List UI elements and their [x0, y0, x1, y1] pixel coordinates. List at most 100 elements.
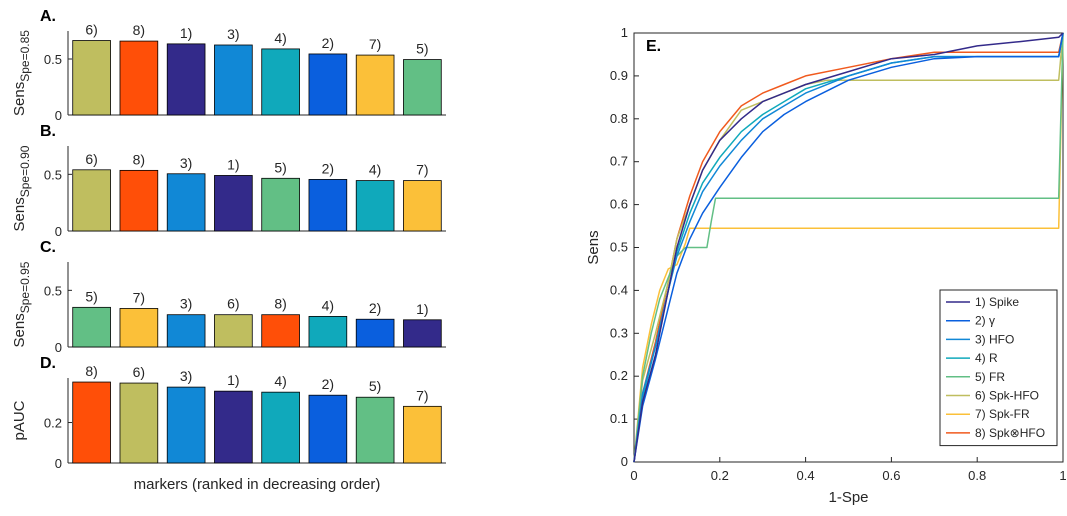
bar-rank-label: 8)	[274, 296, 286, 312]
bar-rank-label: 4)	[274, 30, 286, 46]
legend-entry: 1) Spike	[975, 295, 1019, 309]
bar	[214, 390, 253, 464]
legend-entry: 4) R	[975, 351, 998, 365]
bar	[166, 314, 206, 348]
y-tick-label: 0.2	[44, 416, 62, 431]
x-tick-label: 0.6	[882, 468, 900, 483]
panel-label: C.	[40, 239, 56, 256]
bar	[119, 382, 159, 464]
roc-curves	[633, 32, 1064, 463]
bar-rank-label: 7)	[369, 36, 381, 52]
bar-rank-label: 1)	[416, 301, 428, 317]
bar-rank-label: 6)	[133, 364, 145, 380]
roc-curve-line	[633, 32, 1064, 463]
bar	[355, 318, 395, 348]
y-tick-label: 0	[55, 224, 62, 239]
bar	[355, 180, 395, 232]
bar-rank-label: 4)	[274, 373, 286, 389]
bar-rank-label: 2)	[322, 160, 334, 176]
roc-curve-line	[633, 32, 1064, 463]
bar	[214, 44, 253, 116]
y-tick-label: 0.5	[44, 52, 62, 67]
bar-rank-label: 5)	[85, 288, 97, 304]
bar	[166, 386, 206, 464]
x-tick-label: 0	[630, 468, 637, 483]
y-tick-label: 0.3	[610, 325, 628, 340]
bar-rank-label: 5)	[416, 41, 428, 57]
bar	[261, 314, 300, 348]
bar-panel-a: 0 0.5 6) 8) 1) 3) 4) 2) 7) 5) A. SensSpe=0.85	[11, 8, 446, 123]
bar	[214, 175, 253, 232]
bar	[403, 180, 442, 232]
panel-label: A.	[40, 8, 56, 25]
y-tick-label: 0.6	[610, 197, 628, 212]
bar-rank-label: 1)	[227, 372, 239, 388]
x-tick-label: 0.8	[968, 468, 986, 483]
bar	[403, 59, 442, 116]
bar	[72, 40, 111, 116]
x-tick-label: 0.2	[711, 468, 729, 483]
legend-entry: 8) Spk⊗HFO	[975, 426, 1045, 440]
bar	[308, 53, 348, 116]
bar	[403, 405, 442, 464]
y-tick-label: 0.9	[610, 68, 628, 83]
bar-panel-b: 0 0.5 6) 8) 3) 1) 5) 2) 4) 7) B. SensSpe=0.90	[11, 123, 446, 239]
y-tick-label: 0.5	[610, 240, 628, 255]
bar-rank-label: 6)	[85, 151, 97, 167]
bar-panels: 0 0.5 6) 8) 1) 3) 4) 2) 7) 5) A. SensSpe=0.85 0 0.5 6)…	[11, 8, 446, 493]
legend-entry: 3) HFO	[975, 332, 1014, 346]
roc-curve-line	[633, 32, 1064, 463]
x-tick-label: 0.4	[797, 468, 815, 483]
bar-rank-label: 1)	[227, 156, 239, 172]
bar-rank-label: 8)	[85, 363, 97, 379]
bar	[261, 177, 300, 232]
bar-rank-label: 3)	[180, 368, 192, 384]
bar-rank-label: 2)	[369, 300, 381, 316]
y-tick-label: 0.2	[610, 368, 628, 383]
y-tick-label: 0	[55, 108, 62, 123]
bar	[119, 169, 159, 232]
bar	[355, 396, 395, 464]
bar-rank-label: 7)	[416, 387, 428, 403]
bar	[214, 314, 253, 348]
y-tick-label: 1	[621, 25, 628, 40]
legend-box	[939, 289, 1058, 447]
bar	[261, 391, 300, 464]
panel-label: E.	[646, 38, 661, 55]
legend: 1) Spike 2) γ 3) HFO 4) R 5) FR 6) Spk-HFO 7) …	[939, 289, 1058, 447]
bar-panel-c: 0 0.5 5) 7) 3) 6) 8) 4) 2) 1) C. SensSpe=0.95	[11, 239, 446, 355]
bar	[119, 40, 159, 116]
y-tick-label: 0.8	[610, 111, 628, 126]
y-tick-label: 0.5	[44, 283, 62, 298]
y-axis-label: SensSpe=0.90	[11, 145, 32, 231]
bar	[166, 43, 206, 116]
bar-rank-label: 3)	[180, 155, 192, 171]
y-tick-label: 0.1	[610, 411, 628, 426]
bar	[72, 306, 111, 348]
y-axis-label: SensSpe=0.85	[11, 30, 32, 116]
legend-entry: 5) FR	[975, 370, 1005, 384]
panel-label: B.	[40, 123, 56, 140]
panel-label: D.	[40, 355, 56, 372]
bar	[166, 173, 206, 232]
bar	[355, 54, 395, 116]
bar-rank-label: 7)	[133, 289, 145, 305]
y-tick-label: 0.5	[44, 167, 62, 182]
roc-panel: 0 0.2 0.4 0.6 0.8 1 0 0.1 0.2 0.3 0.4 0.5 0.6 0.7 0.8 0…	[585, 25, 1067, 506]
bar-rank-label: 2)	[322, 35, 334, 51]
y-tick-label: 0.4	[610, 282, 628, 297]
bar	[308, 394, 348, 464]
bar	[308, 315, 348, 348]
y-tick-label: 0	[55, 456, 62, 471]
bar-rank-label: 2)	[322, 376, 334, 392]
bar	[403, 319, 442, 348]
x-tick-label: 1	[1059, 468, 1066, 483]
bar	[119, 308, 159, 348]
legend-entry: 6) Spk-HFO	[975, 389, 1039, 403]
bar	[261, 48, 300, 116]
legend-entry: 2) γ	[975, 314, 995, 328]
bar-rank-label: 6)	[227, 296, 239, 312]
y-tick-label: 0.7	[610, 154, 628, 169]
bar-rank-label: 5)	[369, 378, 381, 394]
